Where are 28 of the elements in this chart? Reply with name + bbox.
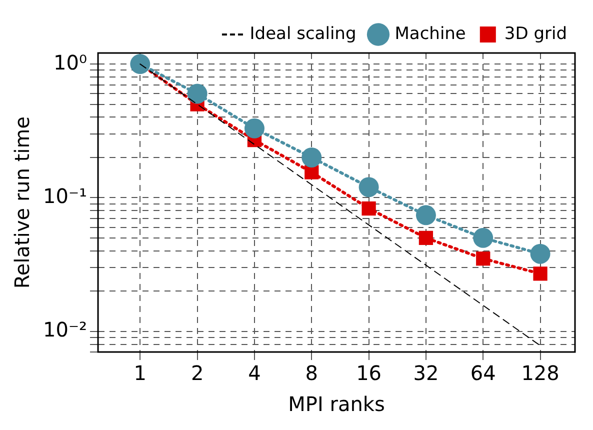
point: [533, 266, 548, 281]
point: [130, 54, 150, 74]
y-tick-label: 10⁰: [54, 50, 88, 74]
point: [418, 230, 434, 245]
x-tick-label: 1: [134, 361, 147, 386]
x-tick-label: 16: [356, 361, 382, 386]
x-tick-label: 128: [521, 361, 560, 386]
x-tick-label: 64: [470, 361, 496, 386]
x-tick-label: 2: [190, 361, 204, 386]
point: [187, 84, 208, 104]
y-tick-label: 10⁻²: [42, 318, 88, 342]
point: [416, 205, 436, 226]
legend-label: Ideal scaling: [250, 24, 356, 44]
point: [358, 177, 379, 198]
legend-label: Machine: [394, 24, 466, 44]
point: [476, 252, 490, 266]
x-axis-title: MPI ranks: [288, 392, 385, 416]
point: [362, 201, 376, 216]
point: [473, 228, 494, 248]
y-tick-label: 10⁻¹: [42, 184, 88, 208]
y-axis-title: Relative run time: [10, 116, 34, 289]
x-tick-label: 8: [305, 361, 318, 386]
x-tick-label: 32: [413, 361, 439, 386]
legend-label: 3D grid: [504, 24, 568, 44]
x-tick-label: 4: [248, 361, 261, 386]
point: [530, 244, 550, 264]
point: [302, 147, 322, 168]
point: [244, 118, 264, 138]
